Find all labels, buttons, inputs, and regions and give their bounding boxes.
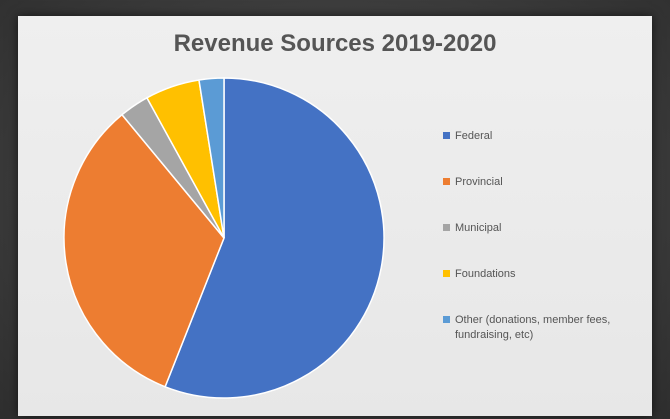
legend-item-federal: Federal: [443, 129, 653, 144]
legend-swatch: [443, 178, 450, 185]
pie-chart: [63, 77, 385, 399]
legend-label: Other (donations, member fees, fundraisi…: [455, 314, 611, 341]
chart-card: Revenue Sources 2019-2020 Federal Provinc…: [18, 16, 652, 416]
chart-title: Revenue Sources 2019-2020: [173, 30, 497, 57]
legend-swatch: [443, 224, 450, 231]
legend-item-other: Other (donations, member fees, fundraisi…: [443, 313, 653, 343]
legend-swatch: [443, 270, 450, 277]
legend-item-foundations: Foundations: [443, 267, 653, 282]
pie-slice-federal: [164, 77, 385, 399]
pie-slice-provincial: [63, 113, 225, 388]
legend-item-provincial: Provincial: [443, 175, 653, 190]
legend-swatch: [443, 132, 450, 139]
legend-item-municipal: Municipal: [443, 221, 653, 236]
pie-slice-other: [198, 77, 225, 239]
legend-label: Provincial: [455, 176, 503, 188]
legend-label: Municipal: [455, 222, 502, 234]
legend-label: Foundations: [455, 268, 516, 280]
legend-label: Federal: [455, 130, 493, 142]
legend-swatch: [443, 316, 450, 323]
